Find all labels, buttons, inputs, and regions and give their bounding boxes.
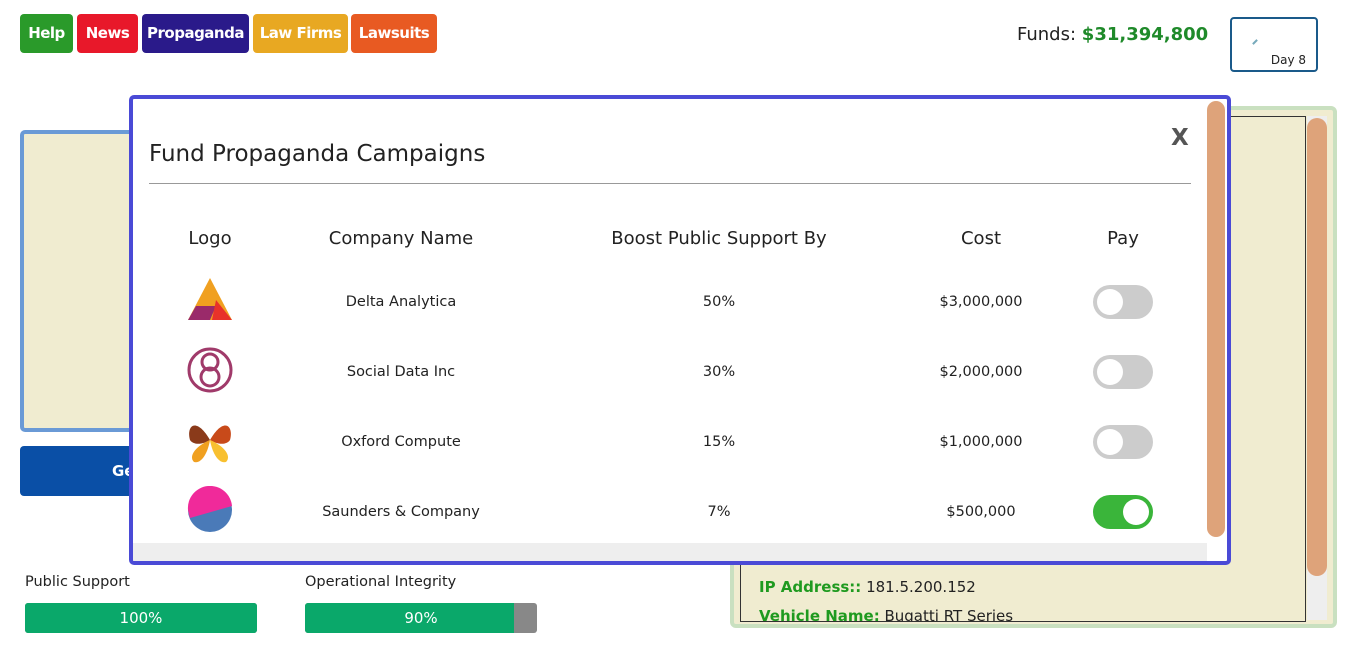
company-name: Delta Analytica xyxy=(345,294,457,310)
divider xyxy=(149,183,1191,184)
logo-delta xyxy=(188,278,232,320)
funds: Funds: $31,394,800 xyxy=(1017,24,1208,45)
clock-hand xyxy=(1252,39,1258,45)
cost: $3,000,000 xyxy=(939,294,1023,310)
modal-title: Fund Propaganda Campaigns xyxy=(149,141,486,167)
detail-key: IP Address:: xyxy=(759,578,862,596)
column-header: Boost Public Support By xyxy=(611,228,827,249)
details: IP Address:: 181.5.200.152 Vehicle Name: … xyxy=(759,573,1014,622)
column-header: Company Name xyxy=(328,228,474,249)
company-name: Oxford Compute xyxy=(341,434,461,450)
meter-text: 90% xyxy=(404,609,438,627)
cost: $500,000 xyxy=(946,504,1016,520)
detail-row: Vehicle Name: Bugatti RT Series xyxy=(759,602,1014,622)
toggle-knob xyxy=(1097,429,1123,455)
boost: 7% xyxy=(707,504,731,520)
scrollbar[interactable] xyxy=(1307,118,1327,576)
cost: $1,000,000 xyxy=(939,434,1023,450)
pay-toggle[interactable] xyxy=(1093,285,1153,319)
column-header: Cost xyxy=(960,228,1002,249)
pay-toggle[interactable] xyxy=(1093,425,1153,459)
day-label: Day 8 xyxy=(1270,53,1306,67)
pay-toggle[interactable] xyxy=(1093,355,1153,389)
detail-value: Bugatti RT Series xyxy=(884,607,1014,622)
toggle-knob xyxy=(1097,289,1123,315)
meter-label: Public Support xyxy=(25,574,130,590)
meter-text: 100% xyxy=(119,609,163,627)
close-button[interactable]: X xyxy=(1171,125,1189,151)
meter-label: Operational Integrity xyxy=(305,574,457,590)
boost: 15% xyxy=(702,434,736,450)
meter-fill xyxy=(305,603,514,633)
scroll-track xyxy=(1307,116,1327,620)
column-header: Pay xyxy=(1107,228,1139,249)
cost: $2,000,000 xyxy=(939,364,1023,380)
company-name: Saunders & Company xyxy=(322,504,480,520)
funds-label: Funds: xyxy=(1017,24,1077,45)
modal-scrollbar[interactable] xyxy=(1207,101,1225,537)
left-panel xyxy=(20,130,150,432)
law-firms-button[interactable]: Law Firms xyxy=(253,14,348,53)
funds-amount: $31,394,800 xyxy=(1081,24,1209,45)
company-name: Social Data Inc xyxy=(346,364,456,380)
pay-toggle[interactable] xyxy=(1093,495,1153,529)
h-scroll-track xyxy=(133,543,1207,561)
propaganda-button[interactable]: Propaganda xyxy=(142,14,249,53)
day-box: Day 8 xyxy=(1230,17,1318,72)
lawsuits-button[interactable]: Lawsuits xyxy=(351,14,437,53)
toggle-knob xyxy=(1123,499,1149,525)
detail-value: 181.5.200.152 xyxy=(866,578,976,596)
logo-oxford xyxy=(189,425,231,463)
column-header: Logo xyxy=(188,228,232,249)
logo-social xyxy=(187,347,233,393)
toggle-knob xyxy=(1097,359,1123,385)
meter-fill xyxy=(25,603,257,633)
logo-saunders xyxy=(187,486,232,532)
detail-row: IP Address:: 181.5.200.152 xyxy=(759,573,1013,602)
meter-track: 90% xyxy=(305,603,537,633)
modal: Fund Propaganda Campaigns X Logo Company … xyxy=(129,95,1231,565)
help-button[interactable]: Help xyxy=(20,14,73,53)
boost: 30% xyxy=(702,364,736,380)
meter-track: 100% xyxy=(25,603,257,633)
detail-key: Vehicle Name: xyxy=(759,607,880,622)
news-button[interactable]: News xyxy=(77,14,138,53)
boost: 50% xyxy=(702,294,736,310)
